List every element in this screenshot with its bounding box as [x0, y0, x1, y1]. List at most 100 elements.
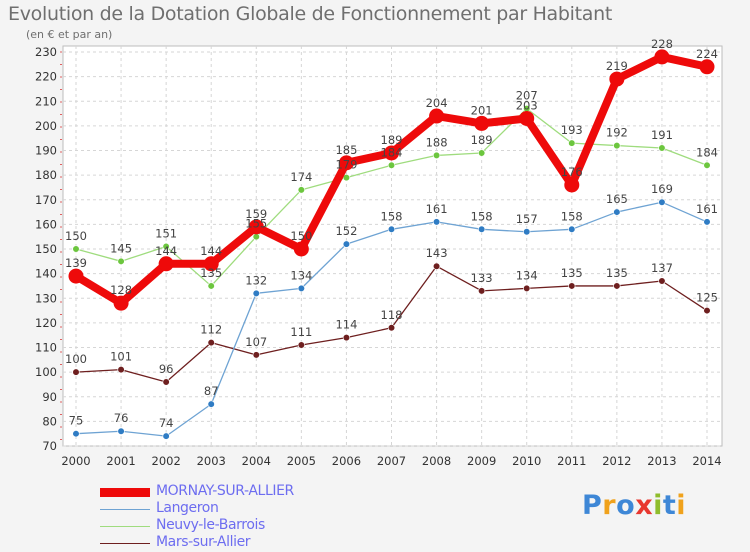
legend-swatch	[100, 509, 150, 510]
data-point	[297, 341, 305, 349]
data-label: 75	[69, 414, 84, 428]
data-label: 184	[696, 145, 718, 159]
data-point	[387, 161, 396, 169]
data-label: 111	[290, 325, 312, 339]
data-label: 150	[65, 229, 87, 243]
data-point	[342, 240, 351, 248]
data-point	[203, 256, 219, 272]
data-point	[207, 338, 215, 347]
data-label: 165	[606, 192, 628, 206]
data-point	[658, 277, 666, 285]
data-point	[478, 225, 486, 233]
data-point	[564, 177, 580, 193]
data-label: 224	[696, 47, 718, 61]
data-point	[523, 228, 531, 236]
legend-label: MORNAY-SUR-ALLIER	[156, 483, 294, 499]
data-label: 174	[290, 170, 312, 184]
data-label: 191	[651, 128, 673, 142]
x-tick-label: 2005	[287, 454, 316, 468]
data-label: 188	[426, 135, 448, 149]
data-label: 145	[110, 241, 132, 255]
legend-label: Langeron	[156, 500, 219, 516]
data-label: 132	[245, 273, 267, 287]
y-tick-label: 210	[35, 94, 57, 108]
x-tick-label: 2010	[512, 454, 541, 468]
data-point	[72, 430, 80, 438]
data-label: 192	[606, 126, 628, 140]
line-chart: 7080901001101201301401501601701801902002…	[35, 37, 723, 468]
data-label: 189	[471, 133, 493, 147]
data-label: 228	[651, 37, 673, 51]
data-point	[252, 289, 260, 297]
data-label: 158	[381, 209, 403, 223]
data-point	[613, 141, 621, 150]
data-label: 155	[245, 217, 267, 231]
data-label: 128	[110, 283, 132, 297]
data-label: 135	[561, 266, 583, 280]
legend-swatch	[100, 543, 150, 544]
x-tick-label: 2011	[557, 454, 586, 468]
logo-letter: x	[635, 490, 654, 521]
data-label: 143	[426, 246, 448, 260]
y-tick-label: 230	[35, 45, 57, 59]
data-point	[252, 351, 260, 359]
data-label: 201	[471, 103, 493, 117]
data-label: 176	[561, 165, 583, 179]
data-label: 139	[65, 256, 87, 270]
data-point	[384, 145, 399, 161]
logo-letter: i	[653, 490, 663, 521]
data-label: 76	[114, 411, 129, 425]
data-point	[113, 295, 129, 311]
data-point	[699, 59, 715, 75]
data-point	[432, 262, 441, 270]
data-label: 204	[426, 96, 448, 110]
y-tick-label: 70	[42, 439, 57, 453]
data-point	[162, 432, 170, 440]
legend-swatch	[100, 526, 150, 527]
x-tick-label: 2003	[197, 454, 226, 468]
data-label: 152	[335, 224, 357, 238]
logo-letter: r	[602, 490, 617, 521]
y-tick-label: 150	[35, 242, 57, 256]
data-label: 135	[200, 266, 222, 280]
x-tick-label: 2004	[242, 454, 271, 468]
data-point	[703, 306, 711, 315]
logo-letter: P	[582, 490, 603, 521]
data-label: 158	[471, 209, 493, 223]
data-label: 161	[426, 202, 448, 216]
y-tick-label: 190	[35, 144, 57, 158]
data-point	[117, 427, 125, 435]
data-label: 101	[110, 350, 132, 364]
data-point	[158, 256, 174, 272]
data-point	[654, 49, 670, 65]
logo-letter: t	[662, 490, 677, 521]
y-tick-label: 80	[42, 414, 57, 428]
x-tick-label: 2000	[61, 454, 90, 468]
data-label: 151	[155, 227, 177, 241]
data-point	[703, 161, 711, 169]
data-point	[613, 208, 621, 216]
data-point	[387, 225, 396, 233]
data-point	[429, 108, 445, 124]
data-point	[613, 282, 621, 290]
data-label: 161	[696, 202, 718, 216]
x-tick-label: 2007	[377, 454, 406, 468]
legend-label: Mars-sur-Allier	[156, 534, 251, 550]
data-point	[297, 186, 305, 194]
legend-swatch	[100, 488, 150, 497]
data-point	[117, 366, 125, 374]
data-point	[432, 218, 441, 226]
y-tick-label: 100	[35, 365, 57, 379]
y-tick-label: 200	[35, 119, 57, 133]
data-point	[703, 218, 711, 226]
data-label: 157	[516, 212, 538, 226]
y-tick-label: 180	[35, 168, 57, 182]
x-tick-label: 2009	[467, 454, 496, 468]
x-tick-label: 2002	[152, 454, 181, 468]
data-point	[207, 282, 215, 290]
data-label: 118	[381, 308, 403, 322]
data-point	[207, 400, 215, 408]
data-label: 135	[606, 266, 628, 280]
data-label: 184	[381, 145, 403, 159]
